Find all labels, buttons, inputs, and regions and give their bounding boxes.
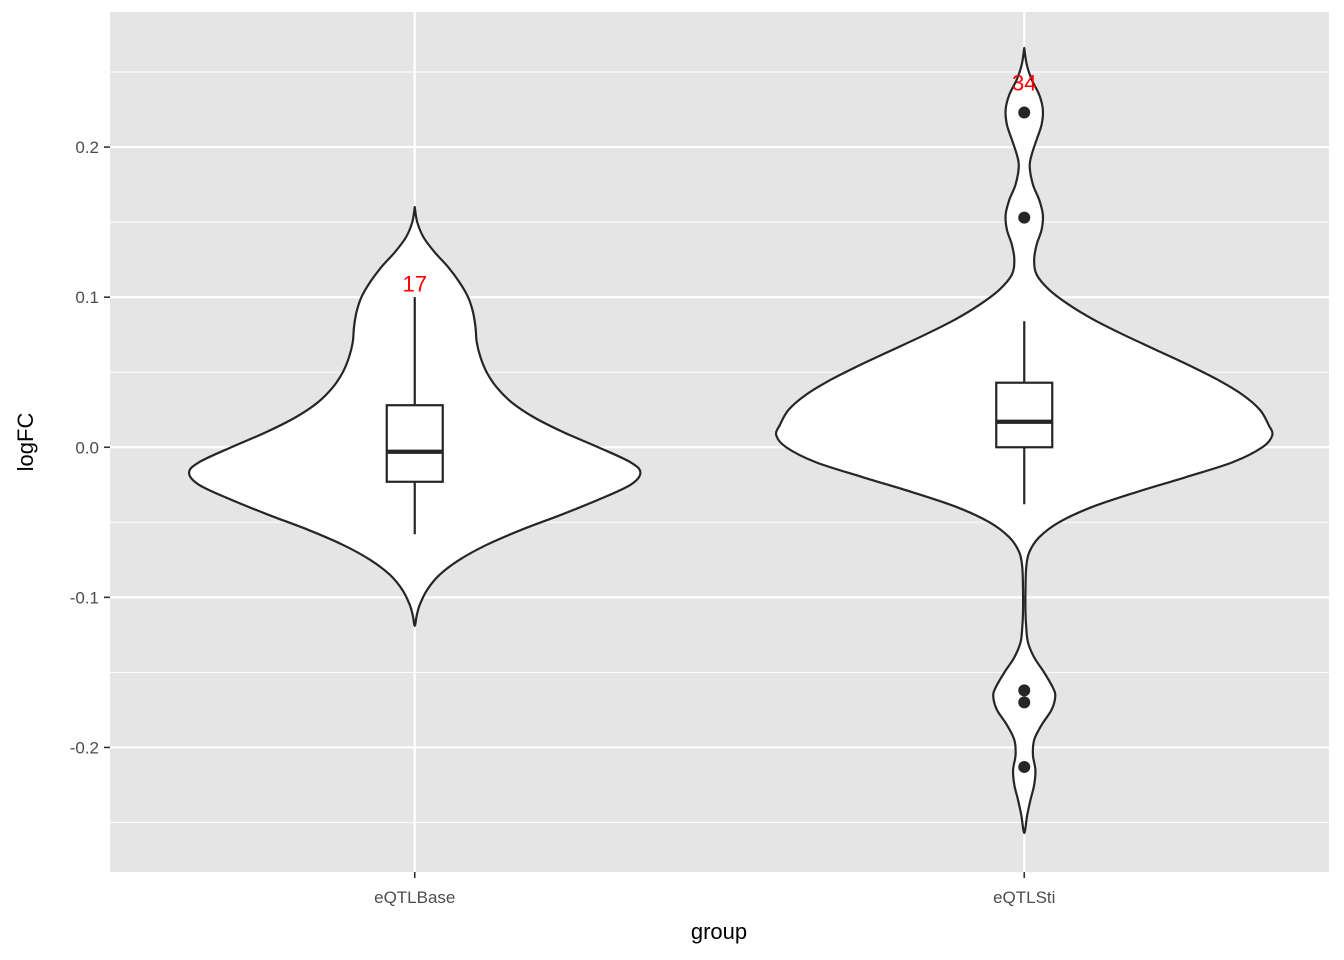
count-annotation: 17 (403, 272, 427, 297)
y-tick-label: 0.0 (75, 438, 99, 457)
outlier-point (1018, 760, 1031, 773)
y-axis-title: logFC (13, 413, 38, 472)
outlier-point (1018, 684, 1031, 697)
y-tick-label: 0.1 (75, 288, 99, 307)
y-tick-label: -0.1 (70, 588, 99, 607)
violin-group-eQTLSti: 34 (774, 46, 1274, 835)
y-tick-label: 0.2 (75, 138, 99, 157)
count-annotation: 34 (1012, 71, 1036, 96)
iqr-box (995, 381, 1054, 449)
x-tick-label: eQTLSti (993, 888, 1055, 907)
x-tick-label: eQTLBase (374, 888, 455, 907)
x-axis-title: group (691, 919, 747, 944)
outlier-point (1018, 211, 1031, 224)
violin-group-eQTLBase: 17 (187, 206, 642, 627)
axes: -0.2 -0.1 0.0 0.1 0.2 eQTLBase eQTLSti (70, 138, 1056, 907)
y-tick-label: -0.2 (70, 738, 99, 757)
iqr-box (385, 404, 444, 483)
outlier-point (1018, 696, 1031, 709)
outlier-point (1018, 106, 1031, 119)
